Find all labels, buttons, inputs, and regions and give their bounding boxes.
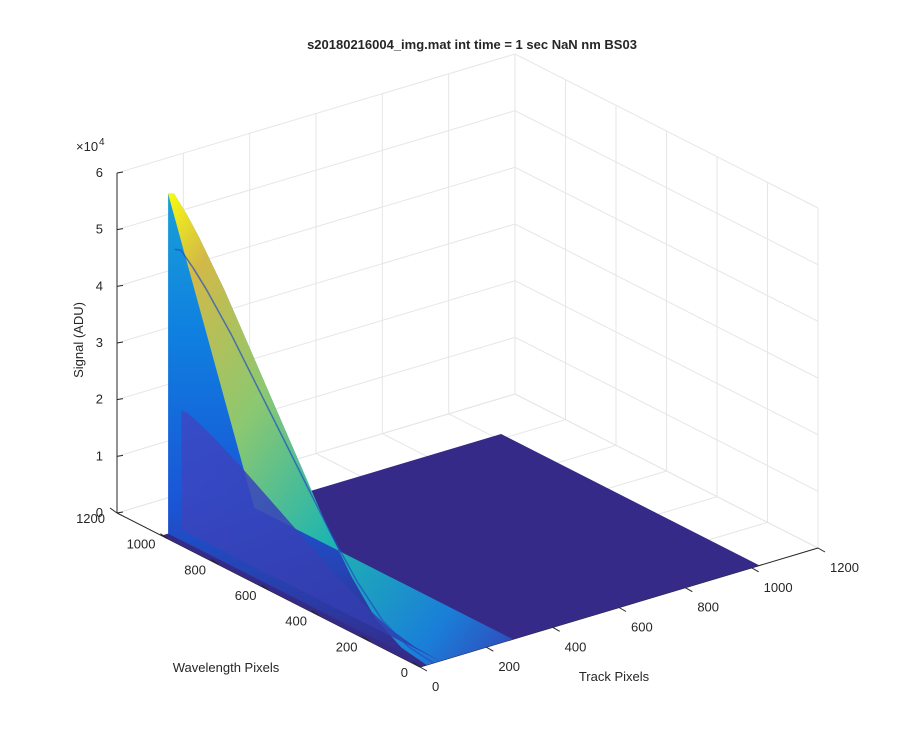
x-tick-mark [419,666,428,672]
z-tick-mark [116,228,124,231]
chart-title: s20180216004_img.mat int time = 1 sec Na… [307,37,637,52]
grid-line [116,166,819,322]
y-tick-label: 800 [184,562,206,577]
x-axis-label: Track Pixels [579,669,650,684]
x-tick-label: 1200 [830,560,859,575]
y-tick-mark [261,584,269,591]
surface-inner-band [181,410,440,661]
y-tick-mark [362,635,370,642]
z-exponent-power: 4 [99,137,105,148]
y-tick-label: 1200 [76,511,105,526]
z-axis-label: Signal (ADU) [71,302,86,378]
z-tick-label: 1 [96,448,103,463]
surface-mid-edge [174,248,434,664]
x-tick-label: 600 [631,620,653,635]
x-tick-mark [751,567,759,573]
axes-ticks: 0123456020040060080010001200020040060080… [76,165,859,694]
y-axis-label: Wavelength Pixels [173,660,280,675]
z-tick-label: 4 [96,278,103,293]
y-tick-label: 200 [336,639,358,654]
x-tick-mark [685,587,693,593]
z-tick-label: 6 [96,165,103,180]
x-tick-label: 0 [432,679,439,694]
x-tick-label: 800 [697,600,719,615]
z-tick-mark [116,454,124,457]
y-tick-mark [160,533,168,540]
y-tick-mark [412,661,421,668]
z-tick-label: 2 [96,392,103,407]
surface-ridge-top [168,193,513,665]
x-tick-mark [552,626,560,632]
y-tick-mark [311,610,320,617]
y-tick-label: 0 [401,665,408,680]
z-exponent-label: ×10 [76,139,98,154]
x-tick-mark [618,607,627,612]
x-tick-mark [486,646,494,652]
z-tick-mark [116,284,124,287]
grid-line [116,53,819,209]
z-tick-mark [116,398,124,401]
z-tick-mark [116,341,124,344]
y-tick-label: 1000 [127,537,156,552]
y-tick-mark [109,507,118,514]
z-exponent: ×10 4 [76,137,105,154]
x-tick-label: 1000 [764,580,793,595]
surface-plot [161,193,760,667]
grid-line [116,110,819,266]
y-tick-label: 400 [285,614,307,629]
y-tick-label: 600 [235,588,257,603]
y-tick-mark [210,558,219,565]
x-tick-label: 400 [565,639,587,654]
z-tick-mark [116,171,124,174]
grid-line [116,223,819,379]
z-tick-label: 0 [96,505,103,520]
x-tick-label: 200 [498,659,520,674]
z-tick-label: 5 [96,222,103,237]
x-tick-mark [817,547,826,553]
z-tick-label: 3 [96,335,103,350]
z-tick-mark [116,511,124,514]
